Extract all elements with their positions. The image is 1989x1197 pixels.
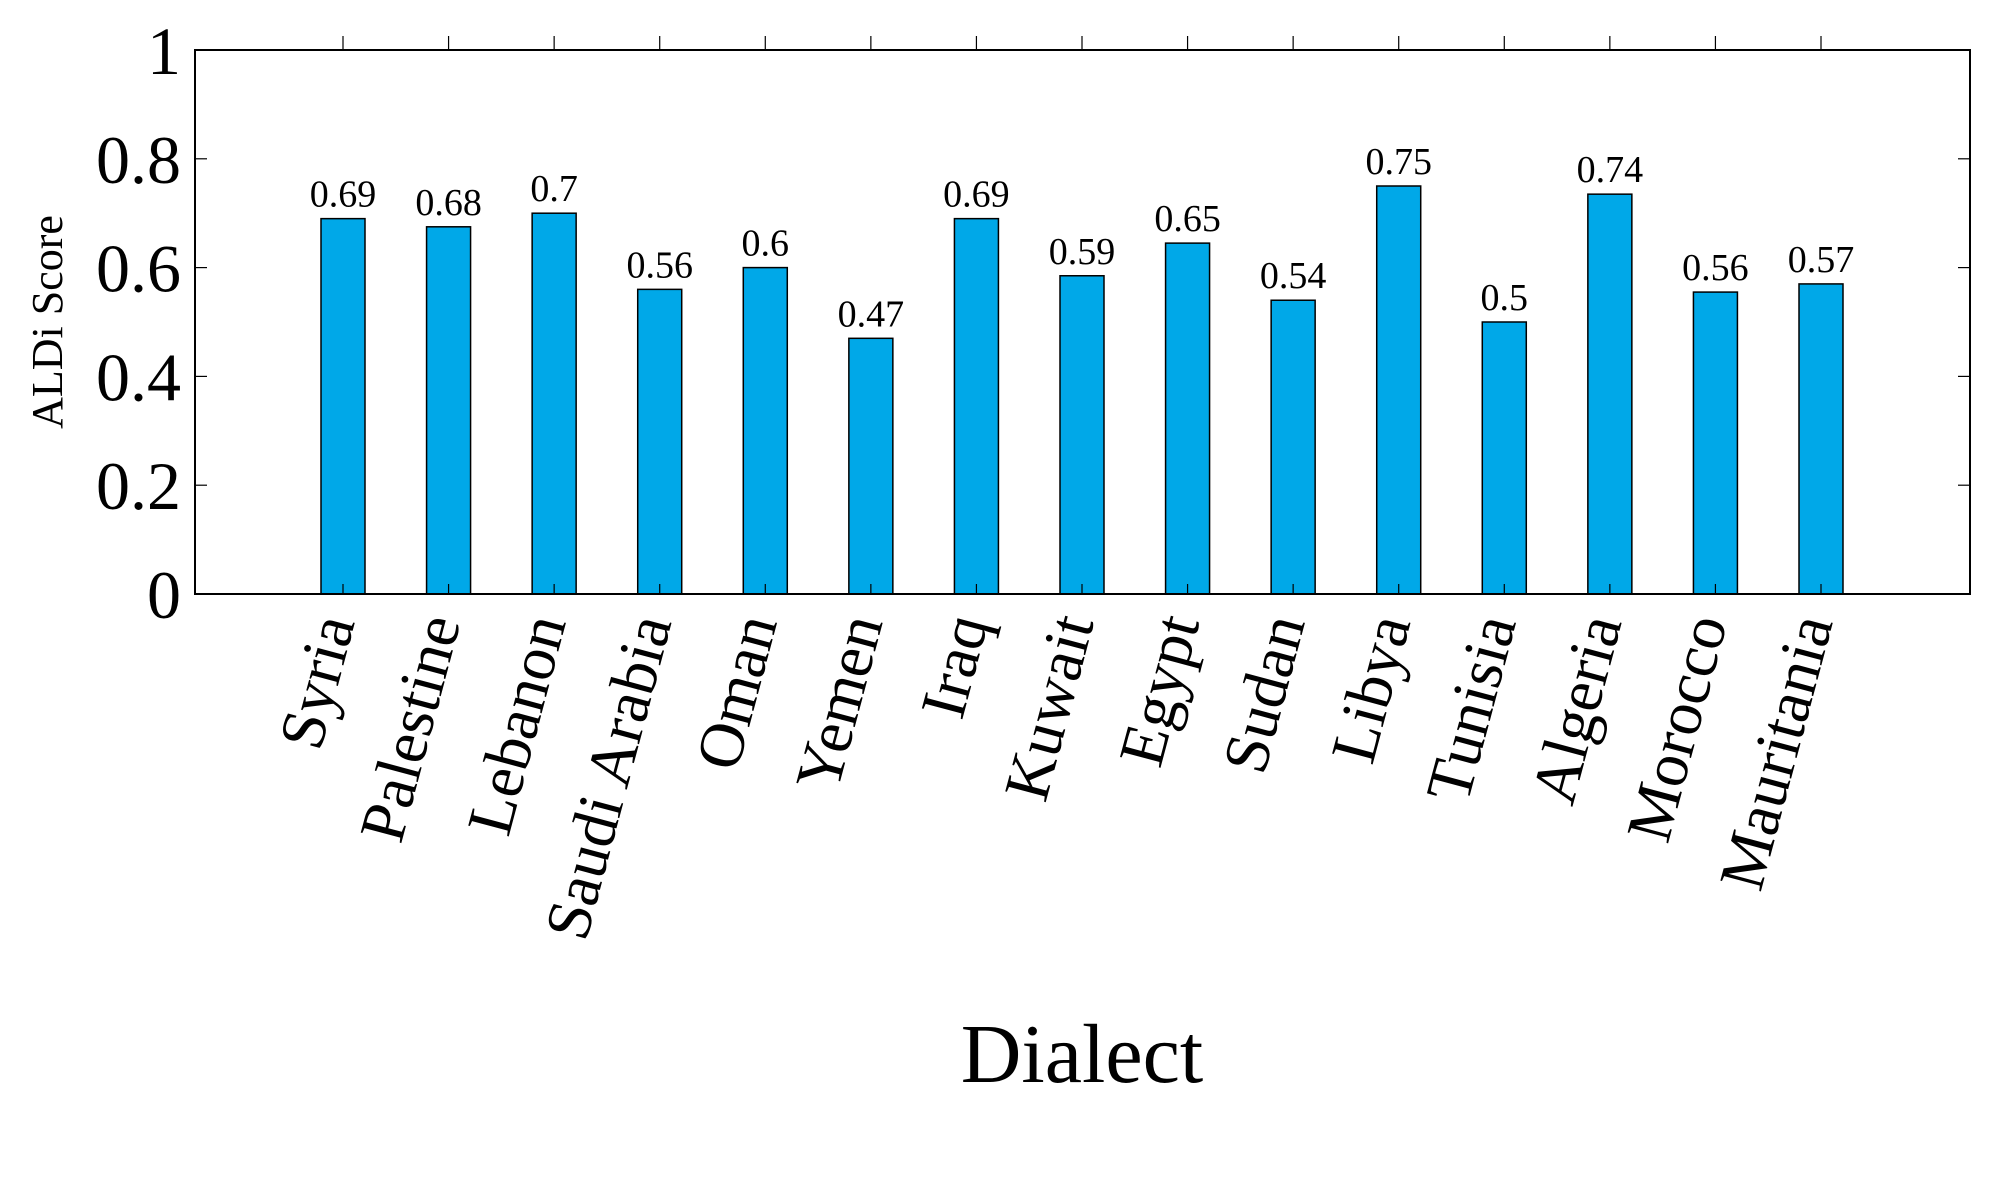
bar-saudi-arabia (636, 288, 683, 595)
x-tick-label: Lebanon (453, 607, 580, 842)
y-axis: 0 0.2 0.4 0.6 0.8 1 (96, 13, 1970, 633)
top-axis-ticks (342, 36, 1822, 50)
data-label: 0.47 (838, 293, 905, 335)
bar-kuwait (1059, 275, 1105, 595)
bars-group (320, 185, 1844, 595)
data-label: 0.59 (1049, 231, 1116, 273)
x-tick-label: Kuwait (990, 607, 1107, 808)
bar-libya (1375, 185, 1422, 595)
data-labels-group: 0.69 0.68 0.7 0.56 0.6 0.47 0.69 0.59 0.65 0.54 0.… (310, 141, 1855, 335)
data-label: 0.75 (1365, 141, 1432, 183)
y-tick-label: 0.8 (96, 122, 181, 198)
data-label: 0.56 (626, 244, 693, 286)
y-tick-label: 0.2 (96, 448, 181, 524)
bar-syria (320, 217, 366, 595)
y-tick-label: 0.4 (96, 339, 181, 415)
data-label: 0.74 (1577, 149, 1644, 191)
data-label: 0.57 (1788, 239, 1855, 281)
x-tick-label: Sudan (1209, 607, 1319, 780)
y-tick-label: 1 (147, 13, 181, 89)
bar-mauritania (1798, 283, 1844, 595)
x-tick-label: Morocco (1613, 607, 1741, 849)
x-tick-label: Palestine (346, 607, 474, 849)
x-axis-title: Dialect (961, 1008, 1204, 1101)
x-tick-label: Iraq (907, 607, 1002, 725)
x-tick-label: Oman (682, 607, 791, 776)
bar-palestine (425, 226, 472, 595)
data-label: 0.56 (1682, 247, 1749, 289)
data-label: 0.65 (1154, 198, 1221, 240)
bar-lebanon (531, 212, 577, 595)
bar-yemen (848, 337, 894, 595)
x-tick-label: Algeria (1517, 607, 1635, 811)
x-tick-label: Libya (1317, 607, 1424, 770)
y-tick-label: 0.6 (96, 231, 181, 307)
data-label: 0.7 (530, 168, 578, 210)
y-tick-label: 0 (147, 557, 181, 633)
bar-egypt (1164, 242, 1211, 595)
x-tick-label: Syria (265, 607, 369, 756)
data-label: 0.69 (943, 174, 1010, 216)
bar-oman (742, 266, 789, 595)
x-tick-label: Egypt (1105, 607, 1213, 773)
x-tick-label: Tunisia (1412, 607, 1530, 809)
bar-sudan (1270, 299, 1316, 595)
bar-algeria (1587, 193, 1633, 595)
bar-iraq (953, 217, 1000, 595)
bar-tunisia (1481, 321, 1528, 595)
data-label: 0.5 (1481, 277, 1529, 319)
x-axis-ticks (342, 584, 1822, 594)
y-axis-title: ALDi Score (23, 215, 72, 429)
bar-morocco (1692, 291, 1739, 595)
data-label: 0.69 (310, 174, 377, 216)
data-label: 0.54 (1260, 255, 1327, 297)
data-label: 0.6 (742, 223, 790, 265)
data-label: 0.68 (415, 182, 482, 224)
x-tick-label: Yemen (782, 607, 897, 798)
